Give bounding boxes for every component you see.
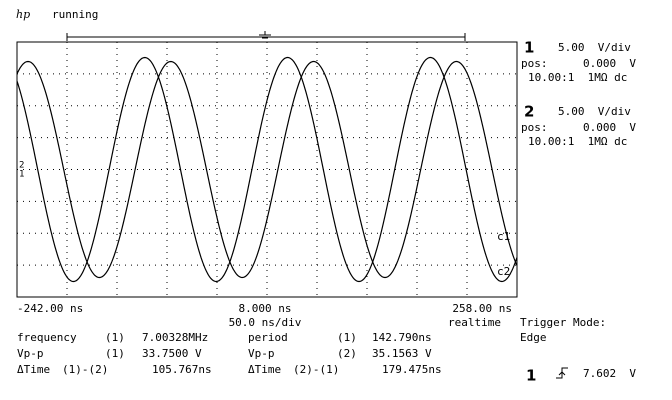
measurement-name: Vp-p [17,347,44,360]
trace [16,60,518,279]
graticule [17,42,517,297]
measurement-value: 35.1563 V [372,347,432,360]
measurement-value: 179.475ns [382,363,442,376]
trace [16,56,518,283]
time-right: 258.00 ns [452,302,512,315]
time-center: 8.000 ns [239,302,292,315]
trigger-edge-icon [556,367,568,379]
measurement-source: (2)-(1) [293,363,339,376]
channel-pos: 0.000 V [583,57,636,70]
trace-label: c1 [497,230,510,243]
measurement-source: (1) [105,331,125,344]
channel-probe: 10.00:1 1MΩ dc [528,71,627,84]
channel-pos: 0.000 V [583,121,636,134]
channel-probe: 10.00:1 1MΩ dc [528,135,627,148]
time-marker [259,31,271,39]
measurement-source: (2) [337,347,357,360]
measurement-source: (1) [105,347,125,360]
measurements: frequency (1) 7.00328MHz period (1) 142.790ns… [17,331,442,376]
measurement-value: 7.00328MHz [142,331,208,344]
logo: hp [16,8,30,21]
trigger-level: 7.602 V [583,367,636,380]
trigger-source: 1 [526,367,536,385]
channel-scale: 5.00 V/div [558,41,631,54]
ground-marker: 1 [19,170,24,180]
measurement-name: ΔTime [248,363,281,376]
time-left: -242.00 ns [17,302,83,315]
status: running [52,8,98,21]
measurement-source: (1) [337,331,357,344]
channel-scale: 5.00 V/div [558,105,631,118]
channel-pos-label: pos: [521,57,548,70]
measurement-value: 105.767ns [152,363,212,376]
acquisition-mode: realtime [448,316,501,329]
trigger-mode-label: Trigger Mode: [520,316,606,329]
measurement-source: (1)-(2) [62,363,108,376]
traces [16,56,518,283]
trigger-mode: Edge [520,331,547,344]
measurement-name: period [248,331,288,344]
measurement-value: 33.7500 V [142,347,202,360]
channel-number: 1 [524,39,534,57]
measurement-name: frequency [17,331,77,344]
channel-pos-label: pos: [521,121,548,134]
channel-number: 2 [524,103,534,121]
trace-label: c2 [497,265,510,278]
measurement-value: 142.790ns [372,331,432,344]
ground-marker: 2 [19,161,24,171]
measurement-name: ΔTime [17,363,50,376]
time-scale: 50.0 ns/div [229,316,302,329]
measurement-name: Vp-p [248,347,275,360]
